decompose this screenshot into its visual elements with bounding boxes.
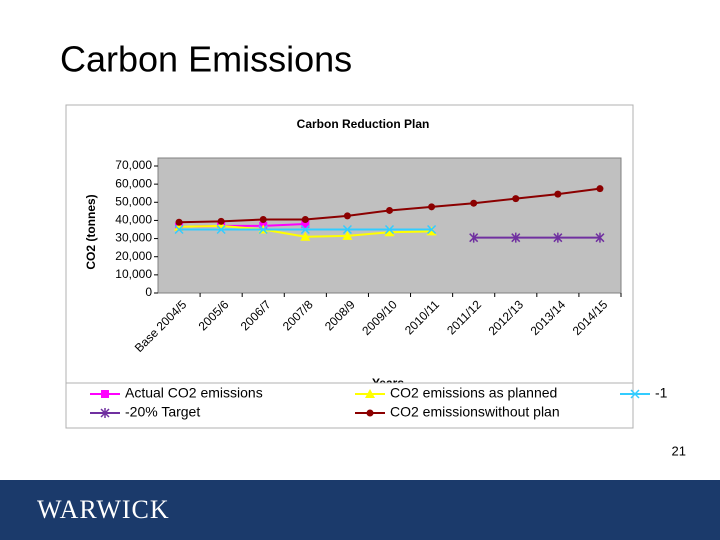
marker xyxy=(554,190,562,198)
marker xyxy=(258,224,268,235)
marker xyxy=(216,224,226,235)
marker xyxy=(217,217,225,225)
legend-box xyxy=(65,382,634,429)
page-number: 21 xyxy=(672,443,686,458)
marker xyxy=(342,230,353,240)
legend-label: -1 xyxy=(655,385,668,401)
y-tick-label: 10,000 xyxy=(115,267,152,281)
marker xyxy=(384,227,395,237)
marker xyxy=(428,203,436,211)
marker xyxy=(301,216,309,224)
marker xyxy=(174,224,184,235)
marker xyxy=(512,195,520,203)
y-tick-label: 20,000 xyxy=(115,249,152,263)
y-axis-label: CO2 (tonnes) xyxy=(84,194,98,269)
legend-label: CO2 emissionswithout plan xyxy=(390,404,560,420)
legend: Actual CO2 emissions CO2 emissions as pla… xyxy=(90,385,668,420)
y-tick-label: 60,000 xyxy=(115,176,152,190)
marker xyxy=(100,408,110,418)
marker xyxy=(342,224,352,235)
marker xyxy=(470,199,478,207)
footer-logo: WARWICK xyxy=(37,495,170,524)
chart-title: Carbon Reduction Plan xyxy=(297,117,430,131)
marker xyxy=(175,218,183,226)
marker xyxy=(469,232,479,243)
marker xyxy=(101,390,109,398)
marker xyxy=(301,220,310,229)
marker xyxy=(511,232,521,243)
marker xyxy=(553,232,563,243)
y-tick-label: 0 xyxy=(145,285,152,299)
y-tick-label: 50,000 xyxy=(115,194,152,208)
legend-label: CO2 emissions as planned xyxy=(390,385,557,401)
marker xyxy=(426,226,437,236)
y-tick-label: 30,000 xyxy=(115,231,152,245)
marker xyxy=(595,232,605,243)
footer-band xyxy=(0,480,720,540)
marker xyxy=(427,224,437,235)
marker xyxy=(259,216,267,224)
marker xyxy=(386,206,393,214)
y-tick-label: 70,000 xyxy=(115,158,152,172)
marker xyxy=(366,409,374,417)
slide-title: Carbon Emissions xyxy=(60,39,352,80)
marker xyxy=(365,389,375,398)
marker xyxy=(630,389,640,399)
marker xyxy=(300,231,311,241)
legend-label: Actual CO2 emissions xyxy=(125,385,263,401)
marker xyxy=(596,185,604,193)
y-tick-label: 40,000 xyxy=(115,213,152,227)
marker xyxy=(384,224,395,235)
marker xyxy=(343,212,351,220)
legend-label: -20% Target xyxy=(125,404,200,420)
marker xyxy=(300,224,310,235)
